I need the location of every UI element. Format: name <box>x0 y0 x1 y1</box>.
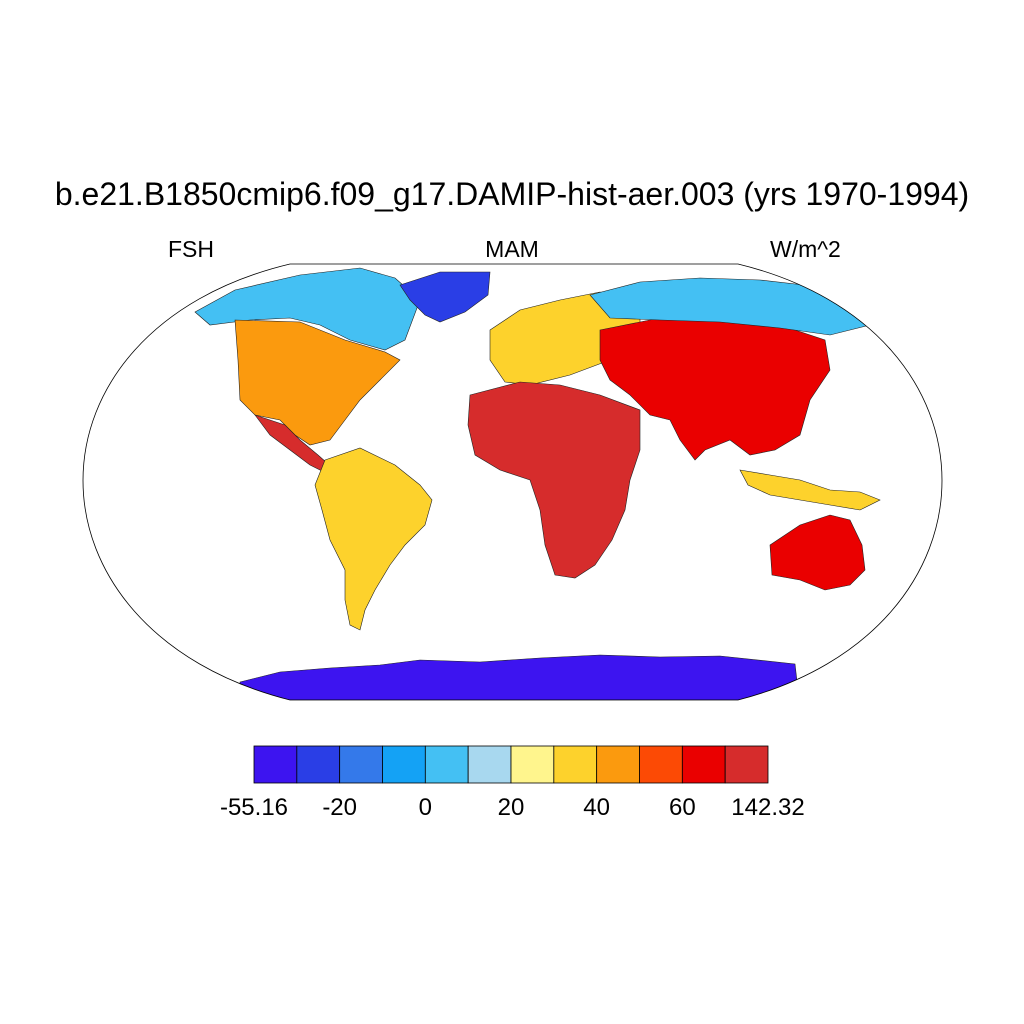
south-america <box>314 447 433 631</box>
colorbar-tick-label: 20 <box>497 794 525 821</box>
colorbar-segment <box>253 745 298 784</box>
colorbar-segment <box>681 745 726 784</box>
colorbar-segment <box>596 745 640 784</box>
map-boundary <box>82 263 943 701</box>
season-label: MAM <box>485 236 539 262</box>
colorbar-segment <box>382 745 426 784</box>
colorbar <box>253 745 769 784</box>
colorbar-segment <box>296 745 341 784</box>
colorbar-tick-label: 0 <box>418 794 433 821</box>
australia <box>769 514 866 591</box>
africa <box>467 381 641 579</box>
colorbar-segment <box>553 745 598 784</box>
colorbar-tick-label: -55.16 <box>219 794 289 821</box>
variable-label: FSH <box>168 236 214 262</box>
greenland <box>399 271 491 323</box>
units-label: W/m^2 <box>770 236 841 262</box>
antarctica <box>239 654 799 700</box>
plot-title: b.e21.B1850cmip6.f09_g17.DAMIP-hist-aer.… <box>54 176 970 212</box>
north-america <box>234 319 401 446</box>
colorbar-segment <box>467 745 512 784</box>
arctic-canada <box>194 267 421 351</box>
colorbar-tick-label: 142.32 <box>731 794 805 821</box>
colorbar-tick-label: 60 <box>668 794 696 821</box>
colorbar-segment <box>724 745 769 784</box>
colorbar-tick-label: 40 <box>583 794 611 821</box>
colorbar-segment <box>339 745 383 784</box>
colorbar-segment <box>424 745 469 784</box>
maritime-continent <box>739 469 881 511</box>
colorbar-tick-label: -20 <box>322 794 357 821</box>
colorbar-segment <box>639 745 683 784</box>
colorbar-segment <box>510 745 555 784</box>
